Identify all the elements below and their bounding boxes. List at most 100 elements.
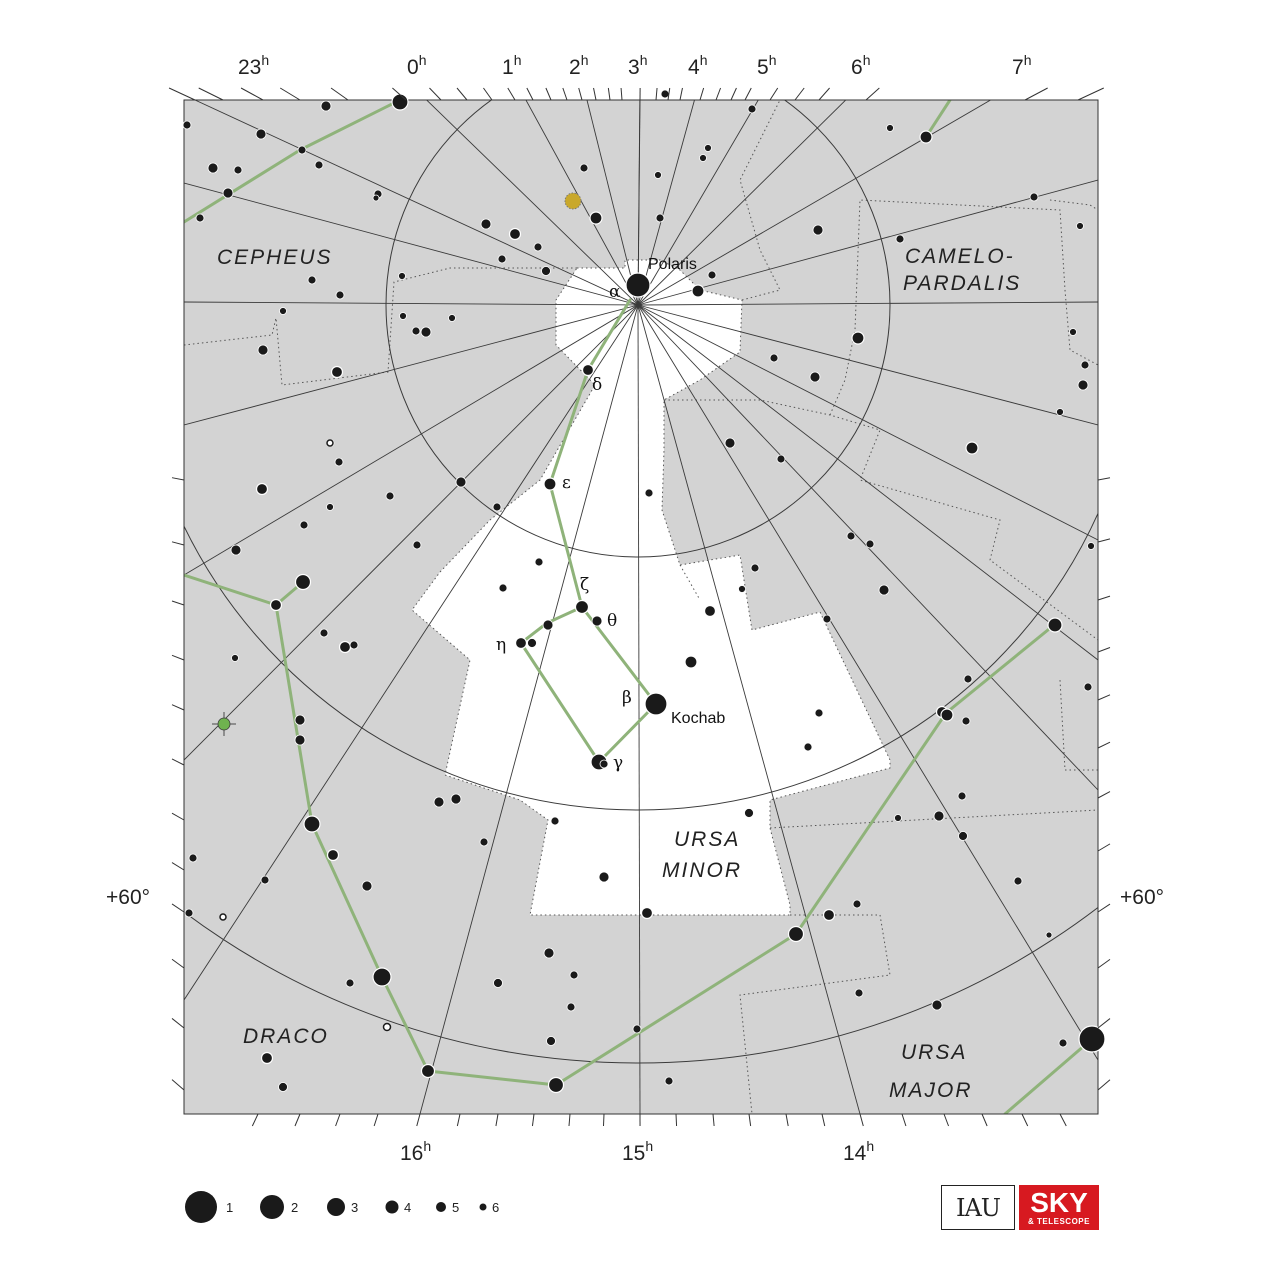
tick-mark	[607, 87, 611, 101]
tick-mark	[171, 758, 185, 766]
tick-mark	[495, 1113, 499, 1127]
star	[188, 853, 198, 863]
star	[961, 716, 971, 726]
star	[1029, 192, 1039, 202]
star	[1080, 360, 1090, 370]
star	[372, 194, 380, 202]
star	[335, 290, 345, 300]
greek-label-theta: θ	[607, 611, 617, 631]
star	[260, 1051, 274, 1065]
star	[704, 144, 712, 152]
dec-label-left: +60°	[106, 886, 150, 909]
tick-mark	[1097, 477, 1111, 481]
tick-mark	[416, 1113, 421, 1127]
tick-mark	[859, 1113, 864, 1127]
ra-labels-top: 23h 0h 1h 2h 3h 4h 5h 6h 7h	[238, 52, 1031, 79]
tick-mark	[171, 600, 185, 606]
tick-mark	[901, 1113, 907, 1127]
tick-mark	[198, 87, 224, 101]
star	[233, 165, 243, 175]
ra-label-5h: 5h	[757, 52, 776, 79]
star	[182, 120, 192, 130]
star	[812, 224, 824, 236]
tick-mark	[1097, 843, 1111, 852]
tick-mark	[1097, 791, 1111, 799]
star	[654, 171, 662, 179]
star	[411, 326, 421, 336]
star	[480, 218, 492, 230]
tick-mark	[171, 541, 185, 546]
tick-mark	[1059, 1113, 1067, 1127]
star	[314, 160, 324, 170]
star	[846, 531, 856, 541]
constellation-label-cepheus: CEPHEUS	[217, 246, 333, 269]
iau-logo: IAU	[941, 1185, 1015, 1230]
star	[965, 441, 979, 455]
tick-mark	[1097, 1079, 1111, 1091]
star	[231, 654, 239, 662]
star	[1087, 542, 1095, 550]
tick-mark	[483, 87, 493, 101]
star	[822, 908, 836, 922]
constellation-label-camelopardalis-1: CAMELO-	[905, 245, 1015, 268]
star	[326, 503, 334, 511]
tick-mark	[335, 1113, 341, 1127]
star	[632, 1024, 642, 1034]
star	[895, 234, 905, 244]
greek-label-zeta: ζ	[580, 575, 589, 595]
star	[541, 266, 551, 276]
star	[566, 1002, 576, 1012]
ursa-minor-region	[412, 260, 890, 915]
star	[655, 213, 665, 223]
star	[420, 1063, 436, 1079]
star	[851, 331, 865, 345]
star	[1013, 876, 1023, 886]
tick-mark	[675, 1113, 678, 1127]
tick-mark	[667, 87, 671, 101]
tick-mark	[171, 1018, 185, 1029]
tick-mark	[168, 87, 196, 101]
magnitude-legend: 1 2 3 4 5 6	[185, 1191, 499, 1223]
star	[579, 163, 589, 173]
dec-circles	[184, 100, 1098, 1064]
tick-mark	[1097, 647, 1111, 653]
tick-mark	[748, 1113, 752, 1127]
star	[546, 1036, 556, 1046]
tick-mark	[240, 87, 264, 101]
star	[294, 734, 306, 746]
star	[450, 793, 462, 805]
star	[776, 454, 786, 464]
legend-label-1: 1	[226, 1200, 233, 1215]
star	[349, 640, 359, 650]
greek-label-epsilon: ε	[562, 473, 571, 493]
legend-star-mag-5	[436, 1202, 446, 1212]
star	[664, 1076, 674, 1086]
star	[547, 1076, 565, 1094]
tick-mark	[769, 87, 779, 101]
legend-label-5: 5	[452, 1200, 459, 1215]
tick-mark	[818, 87, 830, 101]
ra-label-23h: 23h	[238, 52, 269, 79]
tick-mark	[1097, 538, 1111, 543]
star	[297, 145, 307, 155]
star	[750, 563, 760, 573]
star	[398, 272, 406, 280]
star	[399, 312, 407, 320]
tick-mark	[620, 87, 623, 101]
constellation-label-ursa-major-1: URSA	[901, 1041, 967, 1064]
tick-mark	[279, 87, 301, 101]
legend-star-mag-6	[479, 1203, 487, 1211]
star	[644, 488, 654, 498]
star	[479, 837, 489, 847]
tick-mark	[171, 812, 185, 821]
star	[599, 759, 609, 769]
star	[508, 227, 522, 241]
tick-mark	[171, 958, 185, 969]
star	[550, 816, 560, 826]
star	[940, 708, 954, 722]
star	[448, 314, 456, 322]
star	[492, 502, 502, 512]
ra-label-3h: 3h	[628, 52, 647, 79]
star	[625, 272, 651, 298]
